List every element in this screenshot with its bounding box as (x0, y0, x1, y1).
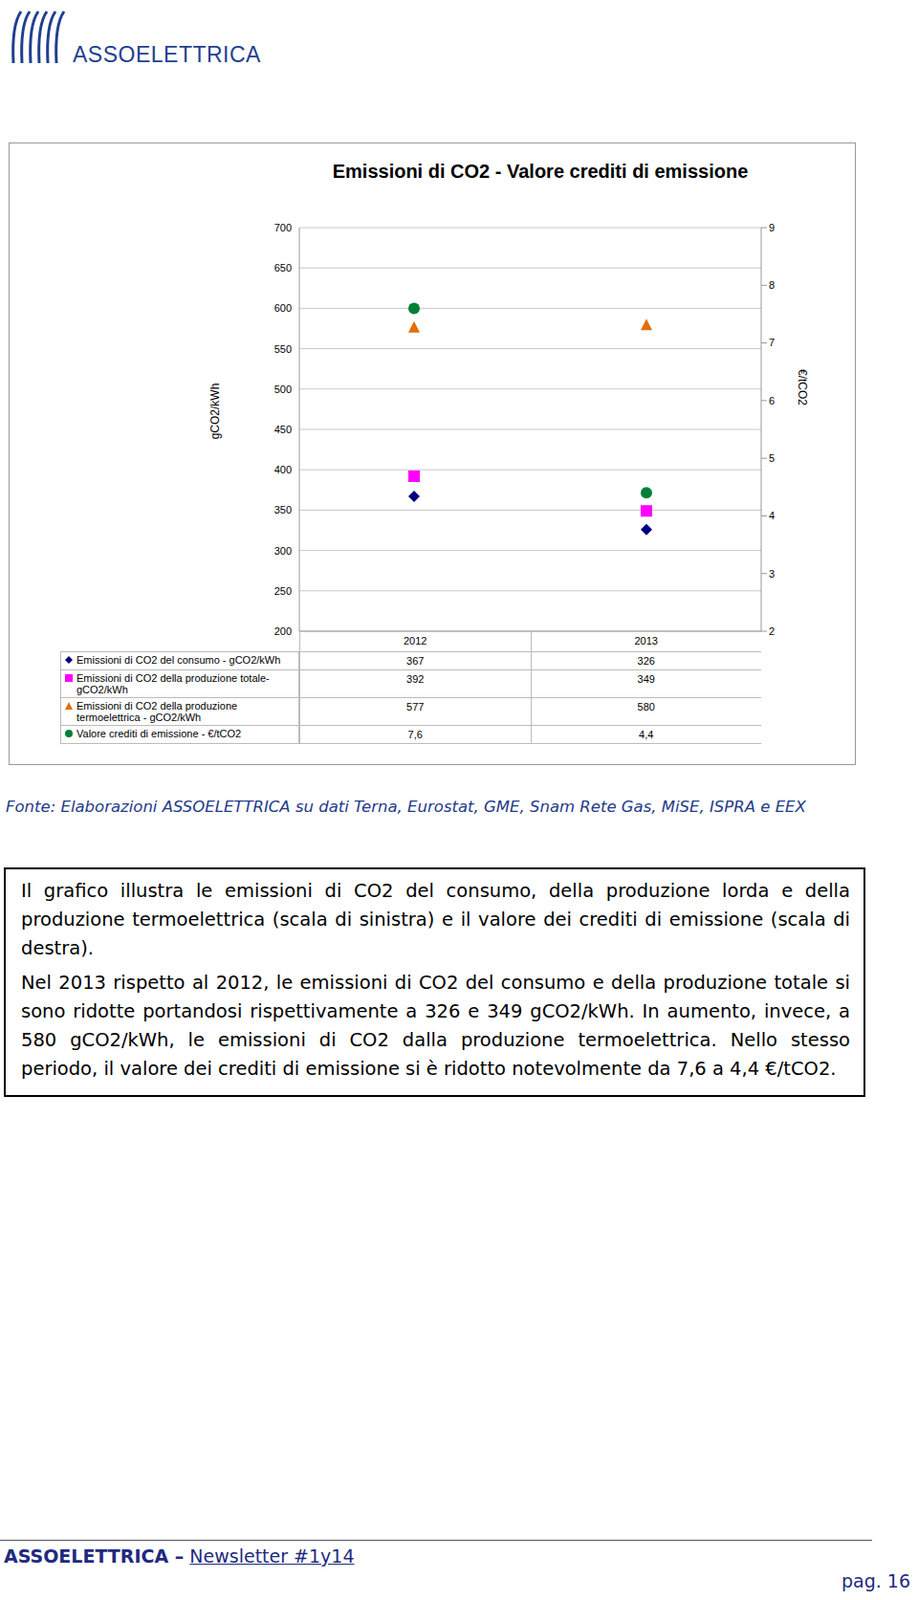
html-text:ASSOELETTRICA: ASSOELETTRICA (72, 42, 261, 67)
svg-text:600: 600 (274, 302, 292, 314)
html-text:Emissioni di CO2 della produzi: Emissioni di CO2 della produzione termoe… (76, 699, 238, 723)
html-text:326: 326 (637, 655, 655, 667)
html-text:Emissioni di CO2 della produzi: Emissioni di CO2 della produzione totale… (76, 672, 270, 696)
svg-text:500: 500 (274, 383, 292, 395)
svg-text:350: 350 (274, 503, 292, 516)
html-text:7,6: 7,6 (407, 728, 423, 741)
svg-text:9: 9 (768, 221, 775, 234)
html-text:577: 577 (406, 700, 425, 713)
html-text:Emissioni di CO2 - Valore cred: Emissioni di CO2 - Valore crediti di emi… (332, 160, 749, 182)
svg-text:550: 550 (274, 343, 292, 355)
html-text:Emissioni di CO2 del consumo -: Emissioni di CO2 del consumo - gCO2/kWh (76, 654, 281, 666)
html-text:ASSOELETTRICA – Newsletter #1y: ASSOELETTRICA – Newsletter #1y14 (3, 1545, 355, 1567)
html-text:pag. 16: pag. 16 (841, 1570, 911, 1592)
svg-text:5: 5 (768, 452, 775, 464)
html-text:gCO2/kWh: gCO2/kWh (208, 383, 222, 440)
svg-text:8: 8 (768, 279, 775, 291)
html-text:Valore crediti di emissione -: Valore crediti di emissione - €/tCO2 (76, 727, 242, 740)
svg-text:250: 250 (274, 585, 292, 597)
svg-text:650: 650 (274, 262, 292, 274)
svg-text:6: 6 (768, 394, 775, 407)
svg-text:450: 450 (274, 423, 292, 436)
html-text:349: 349 (637, 673, 655, 685)
html-text:580: 580 (637, 700, 655, 713)
html-text:367: 367 (406, 655, 425, 667)
html-text:Nel 2013 rispetto al 2012, le: Nel 2013 rispetto al 2012, le emissioni … (21, 971, 851, 1080)
html-text:Il grafico illustra le emissio: Il grafico illustra le emissioni di CO2 … (21, 879, 851, 960)
html-text:€/tCO2: €/tCO2 (795, 369, 809, 406)
svg-text:300: 300 (274, 545, 292, 557)
svg-text:400: 400 (274, 463, 292, 476)
svg-text:3: 3 (768, 568, 775, 580)
html-text:2012: 2012 (403, 634, 427, 647)
svg-text:200: 200 (274, 625, 292, 637)
svg-text:700: 700 (274, 221, 292, 234)
svg-text:2: 2 (768, 625, 775, 637)
svg-text:7: 7 (768, 336, 775, 349)
svg-text:4: 4 (768, 509, 775, 522)
html-text:392: 392 (406, 673, 425, 685)
html-text:4,4: 4,4 (638, 728, 654, 741)
html-text:2013: 2013 (634, 634, 658, 647)
html-text:Fonte: Elaborazioni ASSOELETTR: Fonte: Elaborazioni ASSOELETTRICA su dat… (5, 797, 806, 816)
